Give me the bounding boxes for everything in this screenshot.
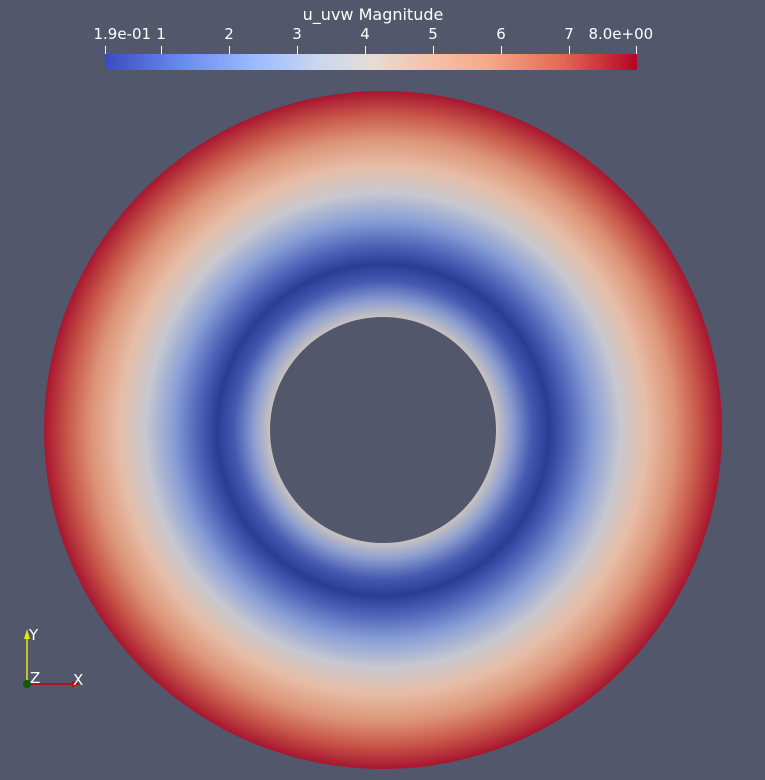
annulus-hole [270, 317, 496, 543]
colorbar-gradient[interactable] [105, 54, 637, 70]
tick-mark [229, 46, 230, 54]
tick-mark [433, 46, 434, 54]
tick-label: 7 [564, 25, 574, 43]
tick-mark [636, 46, 637, 54]
tick-mark [161, 46, 162, 54]
tick-mark [105, 46, 106, 54]
y-axis-label: Y [29, 626, 39, 644]
tick-mark [365, 46, 366, 54]
colorbar-title: u_uvw Magnitude [302, 5, 444, 24]
z-axis-label: Z [30, 669, 41, 687]
tick-label: 8.0e+00 [588, 25, 654, 43]
tick-label: 3 [292, 25, 302, 43]
x-axis-label: X [73, 671, 84, 689]
tick-label: 1.9e-01 [93, 25, 152, 43]
tick-mark [569, 46, 570, 54]
tick-label: 6 [496, 25, 506, 43]
tick-label: 4 [360, 25, 370, 43]
tick-label: 2 [224, 25, 234, 43]
tick-label: 1 [156, 25, 166, 43]
colorbar-tick-labels: 1.9e-01 1 2 3 4 5 6 7 8.0e+00 [0, 25, 765, 45]
tick-mark [501, 46, 502, 54]
tick-mark [297, 46, 298, 54]
tick-label: 5 [428, 25, 438, 43]
